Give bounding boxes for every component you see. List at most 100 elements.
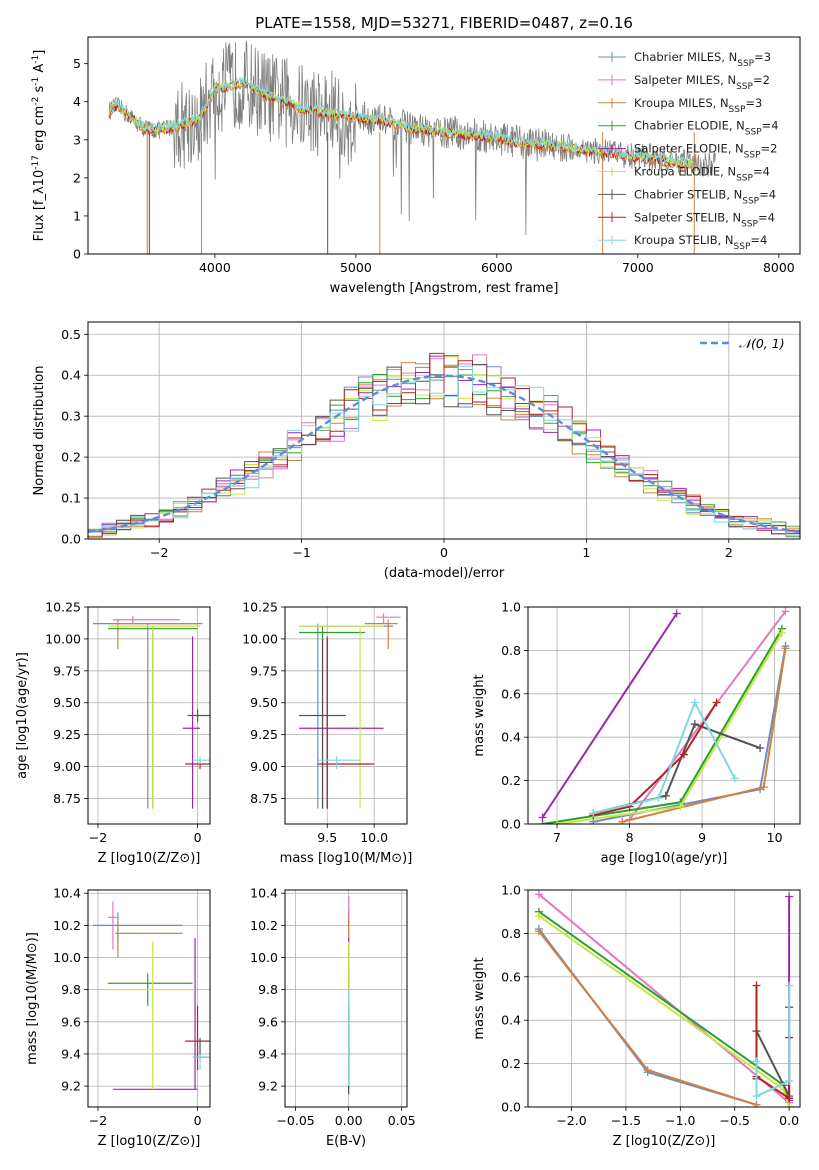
errorbar-point	[112, 938, 198, 1090]
y-tick-label: 9.4	[61, 1046, 81, 1061]
mass-weight-series-line	[593, 701, 718, 817]
y-axis-label: mass weight	[472, 674, 487, 756]
y-tick-label: 10.4	[53, 886, 81, 901]
y-tick-label: 0.8	[501, 643, 521, 658]
y-tick-label: 9.6	[258, 1014, 278, 1029]
mass-weight-point	[654, 793, 663, 802]
y-tick-label: 0.4	[61, 368, 81, 383]
y-axis-label: age [log10(age/yr)]	[15, 652, 30, 779]
y-tick-label: 9.25	[53, 727, 81, 742]
x-axis-label: Z [log10(Z/Z⊙)]	[98, 851, 201, 866]
x-tick-label: 2	[725, 545, 733, 560]
legend-label: 𝒩(0, 1)	[739, 336, 785, 351]
y-tick-label: 9.8	[258, 982, 278, 997]
errorbar-point	[192, 756, 210, 765]
x-tick-label: 8	[626, 830, 634, 845]
x-axis-label: Z [log10(Z/Z⊙)]	[98, 1134, 201, 1149]
legend: Chabrier MILES, NSSP=3 Salpeter MILES, NS…	[598, 50, 779, 252]
plot-area	[92, 615, 210, 809]
mass-weight-point	[785, 1094, 794, 1103]
y-tick-label: 0.1	[61, 491, 81, 506]
x-tick-label: 1	[582, 545, 590, 560]
axes-frame	[284, 606, 408, 825]
legend-label: Salpeter STELIB, NSSP=4	[634, 210, 775, 229]
residual-histogram-step	[88, 365, 800, 538]
errorbar-point	[92, 622, 203, 809]
y-tick-label: 10.4	[250, 886, 278, 901]
y-tick-label: 10.2	[53, 918, 81, 933]
errorbar-point	[317, 756, 361, 770]
axes-frame	[284, 889, 408, 1108]
errorbar-point	[115, 922, 183, 958]
legend-label: Chabrier MILES, NSSP=3	[634, 50, 771, 69]
y-tick-label: 0.8	[501, 926, 521, 941]
x-axis-label: Z [log10(Z/Z⊙)]	[613, 1134, 716, 1149]
x-tick-label: −1.5	[611, 1113, 641, 1128]
mass-weight-series-line	[538, 915, 791, 1107]
y-tick-label: 9.00	[53, 759, 81, 774]
y-tick-label: 9.75	[250, 663, 278, 678]
x-tick-label: 10	[767, 830, 783, 845]
y-tick-label: 9.50	[53, 695, 81, 710]
y-tick-label: 10.00	[242, 631, 278, 646]
errorbar-point	[364, 619, 398, 650]
y-tick-label: 9.00	[250, 759, 278, 774]
y-tick-label: 0.4	[501, 1013, 521, 1028]
normal-curve	[88, 374, 800, 533]
x-axis-label: E(B-V)	[326, 1134, 366, 1149]
panel-residuals: −2 −1 0 1 2 0.0 0.1 0.2 0.3 0.4 0.5 (data-model)/er…	[32, 321, 801, 581]
x-tick-label: 9	[698, 830, 706, 845]
mass-weight-series-line	[542, 628, 783, 824]
legend-label: Kroupa STELIB, NSSP=4	[634, 233, 767, 252]
mass-weight-point	[712, 698, 721, 707]
axes-frame	[87, 606, 211, 825]
mass-weight-series-line	[593, 700, 736, 815]
x-tick-label: 5000	[340, 260, 372, 275]
plot-area	[538, 607, 790, 824]
model-spectrum-line	[108, 76, 694, 168]
mass-weight-point	[781, 607, 790, 616]
y-tick-label: 0.6	[501, 686, 521, 701]
mass-weight-point	[589, 809, 598, 818]
panel-massweight-vs-age: 7 8 9 10 0.0 0.2 0.4 0.6 0.8 1.0 age [log10(age/yr…	[472, 600, 801, 866]
y-tick-label: 9.75	[53, 663, 81, 678]
panel-mass-vs-Z: −2 0 9.2 9.4 9.6 9.8 10.0 10.2 10.4 Z [log10(Z/Z⊙…	[25, 886, 211, 1149]
legend-label: Kroupa MILES, NSSP=3	[634, 96, 762, 115]
y-tick-label: 8.75	[53, 791, 81, 806]
panel-massweight-vs-Z: −2.0 −1.5 −1.0 −0.5 0.0 0.0 0.2 0.4 0.6 0.8 1.0 Z […	[472, 883, 801, 1149]
x-tick-label: 0	[194, 1113, 202, 1128]
mass-weight-point	[785, 1103, 794, 1107]
x-tick-label: 10.0	[360, 830, 388, 845]
x-tick-label: −0.05	[276, 1113, 314, 1128]
errorbar-point	[107, 941, 196, 1090]
x-axis-label: age [log10(age/yr)]	[601, 851, 728, 866]
legend: 𝒩(0, 1)	[700, 336, 785, 351]
errorbar-point	[299, 636, 384, 809]
mass-weight-point	[752, 981, 761, 990]
errorbar-point	[299, 623, 393, 809]
chart-title: PLATE=1558, MJD=53271, FIBERID=0487, z=0…	[255, 14, 633, 32]
errorbar-point	[112, 615, 181, 624]
errorbar-point	[107, 625, 201, 809]
errorbar-point	[299, 625, 384, 809]
y-tick-label: 10.2	[250, 918, 278, 933]
y-tick-label: 9.25	[250, 727, 278, 742]
x-tick-label: 6000	[481, 260, 513, 275]
mass-weight-point	[752, 1100, 761, 1107]
mass-weight-point	[661, 791, 670, 800]
y-tick-label: 9.2	[258, 1079, 278, 1094]
errorbar-point	[107, 901, 118, 950]
mass-weight-point	[672, 609, 681, 618]
mass-weight-point	[643, 1066, 652, 1075]
mass-weight-point	[730, 774, 739, 783]
x-tick-label: 9.5	[317, 830, 337, 845]
plot-area	[88, 352, 800, 538]
y-tick-label: 5	[73, 56, 81, 71]
y-tick-label: 9.2	[61, 1079, 81, 1094]
x-tick-label: −1.0	[665, 1113, 695, 1128]
errorbar-point	[376, 613, 401, 624]
axes-frame	[87, 321, 801, 540]
panel-spectrum: 4000 5000 6000 7000 8000 0 1 2 3 4 5 wavelength [An…	[31, 14, 801, 296]
mass-weight-series-line	[538, 893, 790, 1104]
errorbar-point	[187, 709, 210, 722]
